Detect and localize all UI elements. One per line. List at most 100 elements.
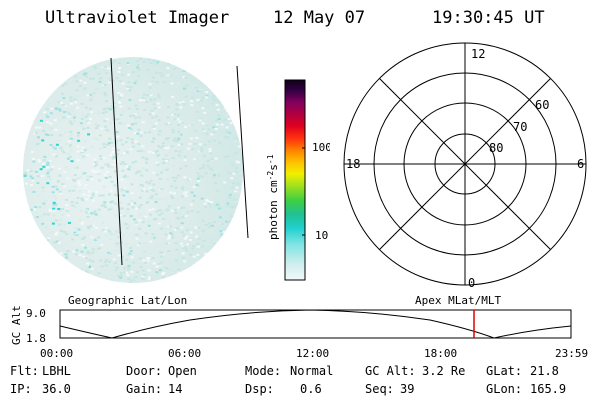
- disc-pixel: [102, 86, 105, 88]
- disc-pixel: [35, 126, 39, 129]
- instrument-title: Ultraviolet Imager: [45, 8, 230, 28]
- disc-pixel: [106, 269, 110, 272]
- disc-pixel: [129, 247, 133, 249]
- disc-pixel: [87, 227, 91, 230]
- disc-pixel: [234, 190, 238, 193]
- disc-pixel: [97, 272, 101, 275]
- disc-pixel: [42, 165, 46, 168]
- disc-pixel: [139, 282, 142, 283]
- disc-pixel: [187, 89, 191, 92]
- disc-pixel: [103, 146, 107, 148]
- disc-pixel: [145, 161, 148, 164]
- disc-pixel: [184, 165, 188, 168]
- disc-pixel: [215, 104, 219, 107]
- disc-pixel: [142, 61, 146, 63]
- disc-pixel: [103, 261, 107, 264]
- disc-pixel: [148, 131, 151, 134]
- disc-pixel: [42, 163, 45, 165]
- disc-pixel: [216, 149, 220, 152]
- disc-pixel: [139, 150, 143, 152]
- disc-pixel: [83, 149, 86, 152]
- disc-pixel: [115, 245, 119, 248]
- disc-pixel: [187, 71, 190, 74]
- disc-pixel: [205, 96, 209, 99]
- disc-pixel: [195, 235, 199, 238]
- gcalt-label: GC Alt:: [365, 364, 416, 378]
- disc-pixel: [117, 236, 121, 239]
- disc-pixel: [223, 136, 227, 139]
- disc-pixel: [112, 258, 116, 261]
- disc-pixel: [152, 262, 156, 265]
- disc-pixel: [234, 167, 238, 169]
- disc-pixel: [131, 71, 135, 74]
- timeline-xtick-0000: 00:00: [40, 347, 74, 360]
- disc-pixel: [49, 112, 53, 115]
- disc-pixel: [86, 262, 90, 265]
- gcalt-value: 3.2 Re: [422, 364, 466, 378]
- disc-pixel: [37, 121, 41, 124]
- disc-pixel: [190, 96, 194, 99]
- disc-pixel: [107, 67, 111, 70]
- disc-pixel: [108, 108, 112, 111]
- disc-pixel: [150, 237, 154, 240]
- disc-pixel: [167, 125, 171, 128]
- disc-pixel: [208, 225, 212, 228]
- disc-pixel: [122, 214, 126, 217]
- disc-pixel: [130, 128, 133, 131]
- disc-pixel: [64, 131, 68, 134]
- disc-pixel: [86, 86, 90, 89]
- disc-pixel: [80, 117, 84, 120]
- disc-pixel: [222, 231, 226, 234]
- disc-pixel: [165, 160, 169, 162]
- disc-pixel: [156, 102, 160, 105]
- disc-pixel: [80, 89, 84, 92]
- disc-pixel: [237, 161, 241, 164]
- disc-pixel: [174, 242, 178, 244]
- disc-pixel: [202, 239, 206, 242]
- disc-pixel: [141, 249, 145, 252]
- disc-pixel: [137, 261, 141, 264]
- disc-pixel: [44, 199, 48, 202]
- disc-pixel: [157, 133, 161, 136]
- disc-pixel: [49, 209, 52, 212]
- disc-pixel: [37, 159, 41, 161]
- disc-pixel: [203, 144, 207, 147]
- disc-pixel: [200, 250, 204, 253]
- disc-pixel: [223, 181, 227, 184]
- disc-pixel: [79, 268, 83, 271]
- disc-pixel: [116, 149, 120, 152]
- disc-pixel: [141, 189, 144, 192]
- disc-pixel: [52, 195, 56, 197]
- timeline-left-title: Geographic Lat/Lon: [68, 294, 188, 307]
- disc-pixel: [202, 103, 206, 106]
- disc-pixel: [139, 99, 142, 102]
- disc-pixel: [65, 233, 69, 235]
- disc-pixel: [201, 128, 205, 131]
- disc-pixel: [105, 259, 109, 262]
- disc-pixel: [70, 133, 74, 136]
- disc-pixel: [196, 172, 200, 175]
- disc-pixel: [46, 239, 50, 242]
- disc-pixel: [126, 137, 129, 139]
- disc-pixel: [190, 210, 194, 213]
- disc-pixel: [95, 238, 99, 241]
- disc-pixel: [107, 251, 111, 254]
- disc-pixel: [105, 171, 109, 173]
- disc-pixel: [207, 140, 211, 143]
- disc-pixel: [86, 120, 89, 123]
- disc-pixel: [235, 186, 239, 189]
- disc-pixel: [159, 269, 162, 272]
- disc-pixel: [137, 68, 141, 71]
- disc-pixel: [160, 188, 164, 191]
- disc-pixel: [201, 166, 205, 169]
- disc-pixel: [151, 116, 155, 119]
- disc-pixel: [148, 86, 152, 89]
- disc-pixel: [43, 155, 47, 158]
- disc-pixel: [101, 111, 105, 114]
- disc-pixel: [83, 81, 87, 84]
- disc-pixel: [93, 165, 97, 167]
- disc-pixel: [193, 124, 197, 127]
- disc-pixel: [113, 184, 117, 187]
- disc-pixel: [73, 174, 77, 176]
- disc-pixel: [89, 77, 93, 80]
